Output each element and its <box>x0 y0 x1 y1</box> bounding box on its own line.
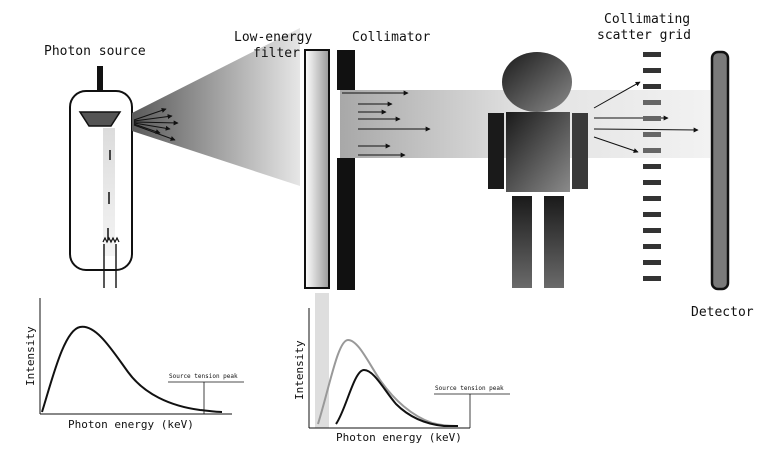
tube-envelope <box>69 90 133 271</box>
grid-slat <box>643 100 661 105</box>
patient-right-arm <box>572 113 588 189</box>
collimator-label: Collimator <box>352 30 431 45</box>
scatter-grid <box>643 52 661 281</box>
grid-slat <box>643 148 661 153</box>
grid-slat <box>643 260 661 265</box>
chart-left-annotation: Source tension peak <box>169 373 238 380</box>
photon-source-tube <box>69 66 133 288</box>
grid-slat <box>643 84 661 89</box>
grid-slat <box>643 68 661 73</box>
patient-left-leg <box>512 196 532 288</box>
chart-left-spectrum-curve <box>41 325 223 413</box>
anode-target <box>78 111 122 127</box>
patient-left-arm <box>488 113 504 189</box>
scatter-grid-label-line2: scatter grid <box>597 28 691 43</box>
cathode-filament <box>102 236 120 244</box>
photon-source-label: Photon source <box>44 44 146 59</box>
chart-left-y-label: Intensity <box>24 326 37 386</box>
detector-panel <box>710 50 730 291</box>
spectrum-chart-filtered <box>308 308 510 429</box>
patient-figure <box>488 52 588 288</box>
grid-slat <box>643 196 661 201</box>
grid-slat <box>643 164 661 169</box>
grid-slat <box>643 52 661 57</box>
collimator-upper-jaw <box>337 50 355 90</box>
chart-left-x-label: Photon energy (keV) <box>68 418 194 431</box>
patient-right-leg <box>544 196 564 288</box>
patient-head <box>502 52 572 112</box>
grid-slat <box>643 180 661 185</box>
grid-slat <box>643 132 661 137</box>
emission-arrows <box>133 108 179 141</box>
low-energy-filter-label-line1: Low-energy <box>234 30 313 45</box>
scatter-arrows <box>593 81 699 153</box>
chart-right-unfiltered-curve <box>317 338 457 427</box>
low-energy-filter-label-line2: filter <box>253 46 300 61</box>
grid-slat <box>643 116 661 121</box>
patient-torso <box>506 112 570 192</box>
grid-slat <box>643 244 661 249</box>
grid-slat <box>643 212 661 217</box>
grid-slat <box>643 228 661 233</box>
collimated-arrows <box>342 90 431 158</box>
scatter-grid-label-line1: Collimating <box>604 12 691 27</box>
collimator-lower-jaw <box>337 158 355 290</box>
chart-right-x-label: Photon energy (keV) <box>336 431 462 444</box>
emission-cone <box>132 28 300 186</box>
spectrum-chart-unfiltered <box>39 298 244 415</box>
chart-right-filtered-curve <box>335 368 458 427</box>
low-energy-filter <box>304 49 330 289</box>
chart-right-y-label: Intensity <box>293 340 306 400</box>
chart-right-annotation: Source tension peak <box>435 385 504 392</box>
grid-slat <box>643 276 661 281</box>
detector-label: Detector <box>691 305 754 320</box>
